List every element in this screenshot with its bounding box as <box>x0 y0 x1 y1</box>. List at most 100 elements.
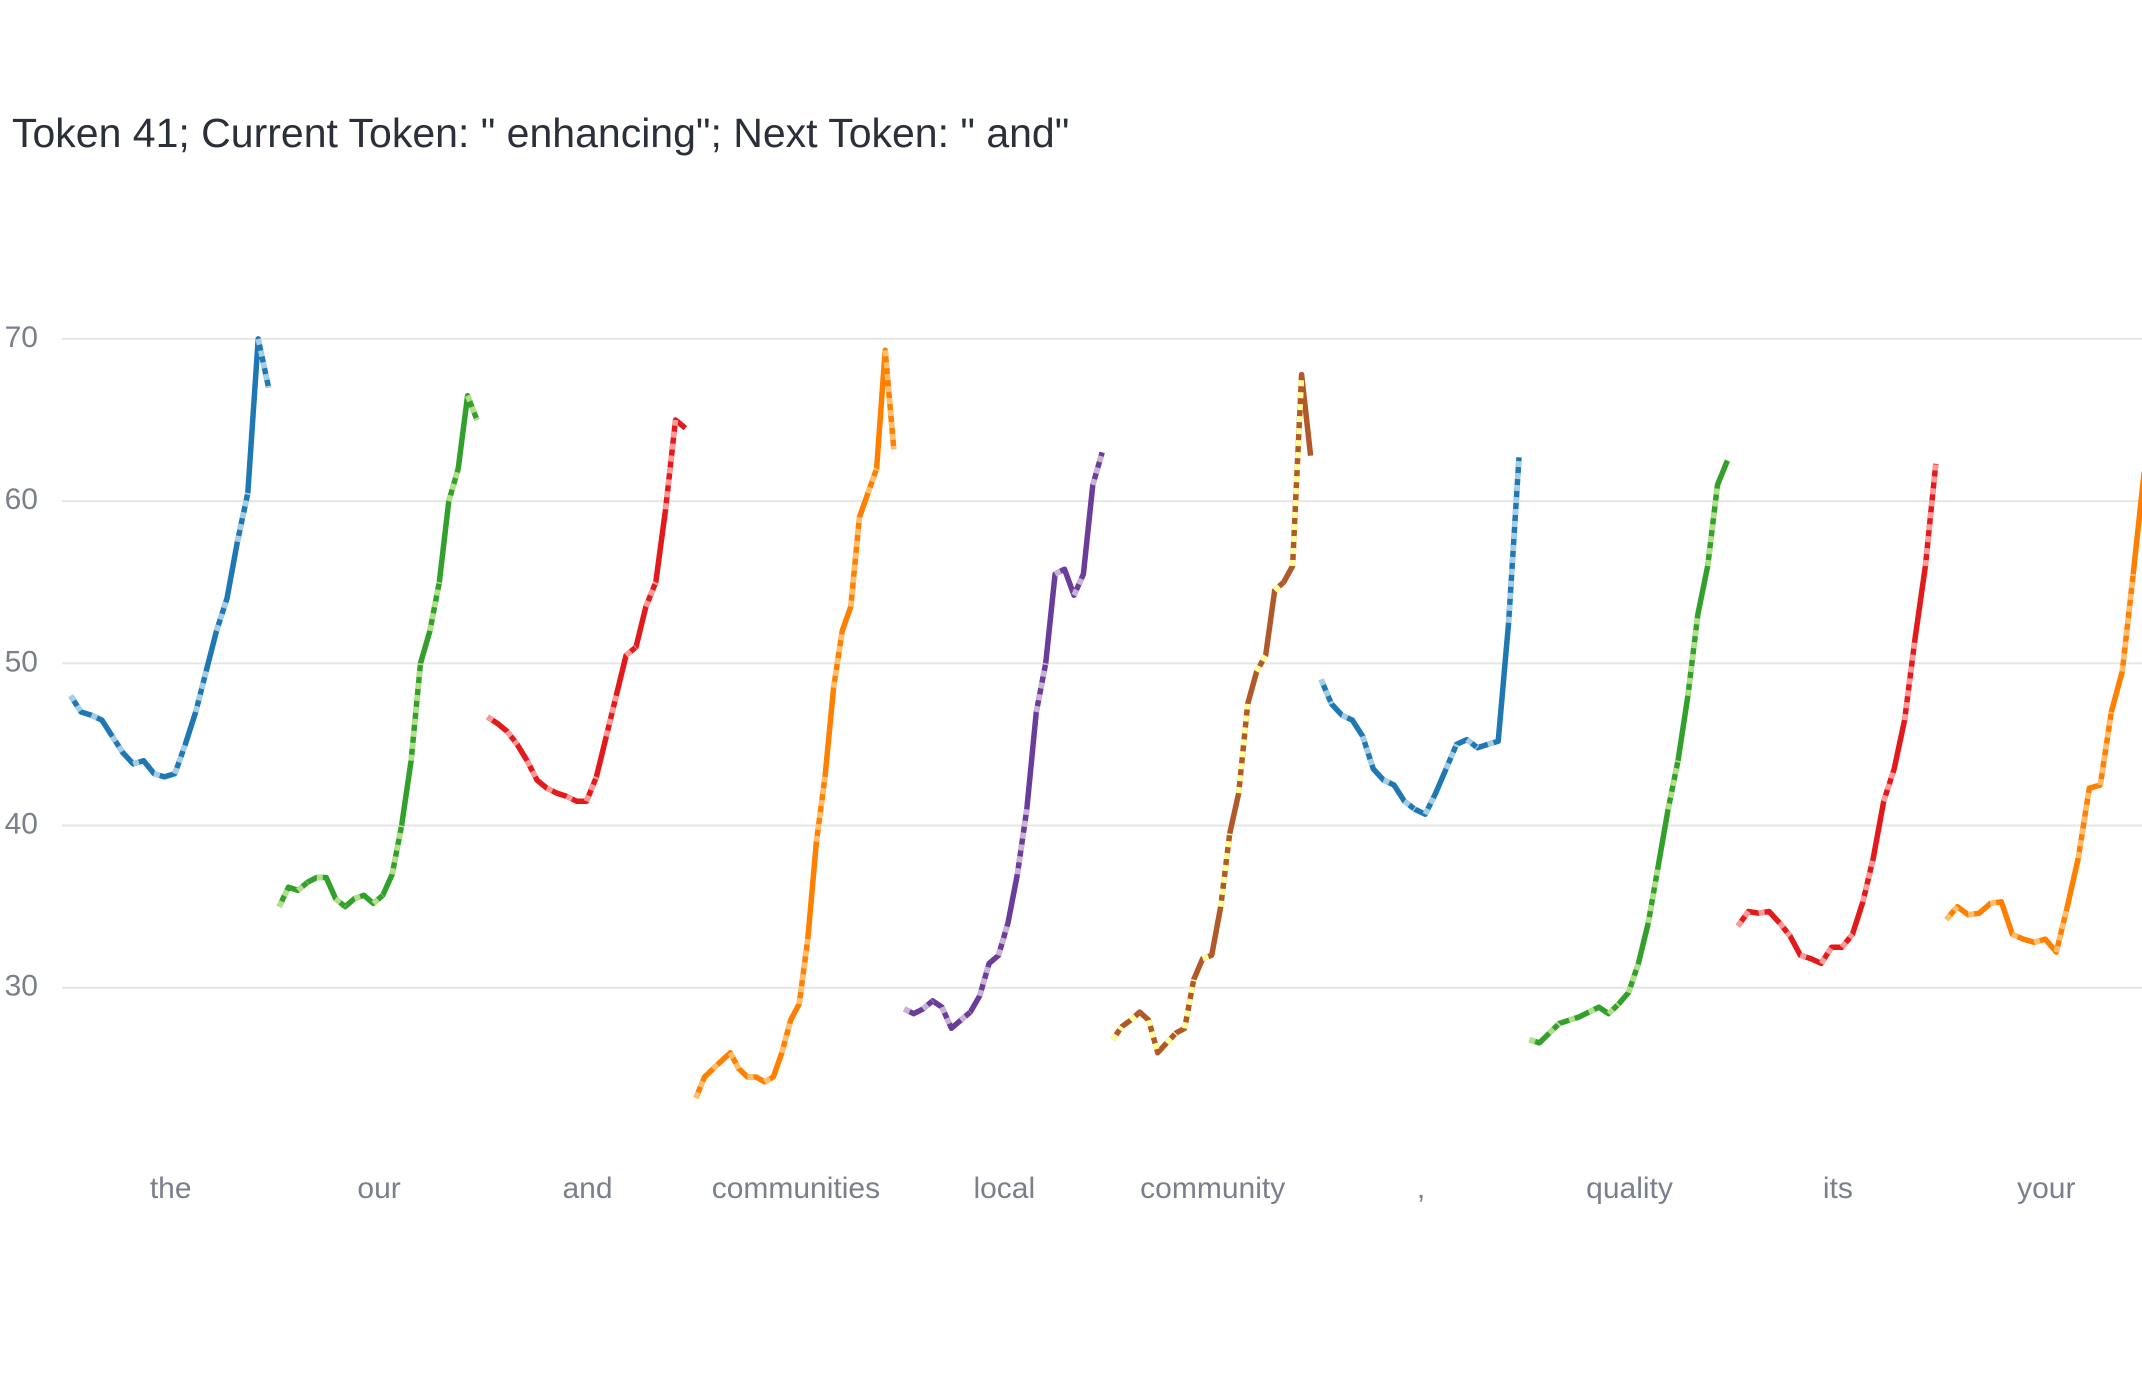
series-highlight <box>1217 833 1233 908</box>
series-highlight <box>276 886 291 908</box>
series-highlight <box>465 394 480 421</box>
series-highlight <box>1382 777 1396 788</box>
series-highlight <box>1235 703 1251 794</box>
series-highlight <box>1818 945 1834 965</box>
series-highlight <box>1090 451 1105 486</box>
series-line <box>68 336 272 780</box>
series-highlight <box>565 793 578 804</box>
series-highlight <box>153 771 166 780</box>
series-highlight <box>1443 743 1460 770</box>
series-highlight <box>1799 952 1812 962</box>
x-tick-label: your <box>2017 1172 2075 1205</box>
series-highlight <box>371 893 385 906</box>
series-highlight <box>1645 865 1661 924</box>
series-highlight <box>959 1010 973 1023</box>
series-highlight <box>1053 566 1066 577</box>
series-highlight <box>234 492 251 543</box>
series-highlight <box>353 892 365 902</box>
series-highlight <box>110 734 126 755</box>
series-highlight <box>1422 791 1439 816</box>
series-highlight <box>1181 979 1197 1029</box>
chart-title: Token 41; Current Token: " enhancing"; N… <box>12 110 1069 156</box>
series-highlight <box>505 729 520 747</box>
series-highlight <box>68 694 84 714</box>
series-highlight <box>1901 638 1918 721</box>
series-highlight <box>830 630 845 689</box>
series-highlight <box>1922 463 1939 567</box>
series-highlight <box>1881 767 1897 803</box>
series-highlight <box>333 896 347 909</box>
series-highlight <box>1665 760 1681 810</box>
series-highlight <box>1128 1010 1142 1023</box>
series-highlight <box>255 338 272 389</box>
series-highlight <box>882 350 897 450</box>
series-highlight <box>1164 1031 1178 1045</box>
series-highlight <box>1528 1037 1541 1046</box>
series-highlight <box>446 467 461 502</box>
series-highlight <box>1989 899 2002 907</box>
series-highlight <box>921 998 935 1011</box>
series-highlight <box>1547 1021 1562 1036</box>
series-highlight <box>1606 1002 1621 1016</box>
series-highlight <box>2119 573 2136 672</box>
series-highlight <box>132 758 145 767</box>
series-highlight <box>296 880 310 893</box>
series-highlight <box>1340 712 1354 723</box>
series-line <box>276 392 480 910</box>
series-highlight <box>939 1006 954 1030</box>
series-highlight <box>848 517 863 607</box>
series-highlight <box>1289 374 1305 567</box>
series-highlight <box>727 1051 742 1071</box>
series-highlight <box>1146 1019 1161 1054</box>
series-highlight <box>1568 1014 1580 1023</box>
series-highlight <box>1704 484 1721 567</box>
series-highlight <box>977 962 992 997</box>
series-highlight <box>408 663 424 761</box>
series-highlight <box>1360 735 1376 770</box>
x-tick-label: communities <box>712 1172 880 1205</box>
series-highlight <box>427 581 443 632</box>
series-highlight <box>2011 931 2025 942</box>
series-highlight <box>1465 737 1480 750</box>
series-highlight <box>583 775 599 803</box>
series-highlight <box>1033 662 1049 713</box>
series-highlight <box>643 581 659 608</box>
series-highlight <box>903 1006 915 1017</box>
series-highlight <box>1944 904 1960 922</box>
x-tick-label: its <box>1823 1172 1853 1205</box>
series-highlight <box>779 1019 794 1054</box>
series-highlight <box>1402 799 1417 812</box>
series-highlight <box>1967 910 1980 918</box>
x-tick-label: our <box>357 1172 400 1205</box>
x-tick-label: community <box>1140 1172 1285 1205</box>
x-tick-label: and <box>562 1172 612 1205</box>
series-highlight <box>2033 936 2047 945</box>
series-highlight <box>1777 921 1793 938</box>
y-tick-label: 40 <box>5 807 38 840</box>
series-highlight <box>624 644 638 658</box>
x-tick-label: local <box>973 1172 1035 1205</box>
series-highlight <box>485 714 499 726</box>
series-highlight <box>711 1058 724 1071</box>
series-line <box>1110 371 1314 1056</box>
series-line <box>1318 457 1522 817</box>
series-line <box>1735 463 1939 967</box>
series-highlight <box>1860 857 1877 903</box>
series-highlight <box>2053 906 2070 953</box>
y-tick-label: 70 <box>5 321 38 354</box>
series-highlight <box>1735 909 1751 928</box>
series-highlight <box>1071 572 1086 597</box>
series-highlight <box>90 712 104 723</box>
x-tick-label: the <box>150 1172 192 1205</box>
series-highlight <box>1625 962 1641 994</box>
series-highlight <box>389 825 405 875</box>
series-highlight <box>172 743 188 775</box>
series-highlight <box>1272 580 1286 593</box>
series-highlight <box>1685 614 1701 697</box>
series-highlight <box>995 922 1011 957</box>
series-highlight <box>524 759 540 782</box>
series-line <box>1528 459 1730 1046</box>
series-highlight <box>865 467 880 494</box>
series-highlight <box>1758 908 1770 916</box>
